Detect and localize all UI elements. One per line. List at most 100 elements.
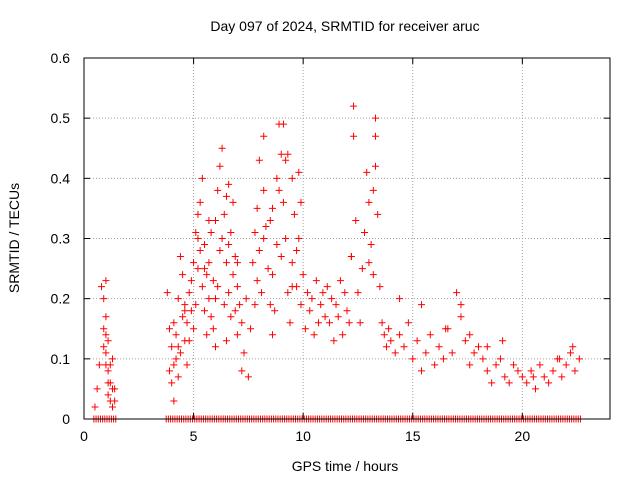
data-point	[549, 367, 557, 375]
data-point	[240, 349, 248, 357]
data-point	[187, 277, 195, 285]
data-point	[369, 186, 377, 194]
data-point	[422, 349, 430, 357]
data-point	[201, 307, 209, 315]
data-point	[266, 301, 274, 309]
data-point	[396, 331, 404, 339]
data-point	[356, 319, 364, 327]
data-point	[220, 301, 228, 309]
data-point	[439, 355, 447, 363]
chart-title: Day 097 of 2024, SRMTID for receiver aru…	[210, 18, 479, 34]
x-tick-label: 15	[405, 428, 421, 444]
data-point	[181, 307, 189, 315]
data-point	[163, 289, 171, 297]
data-point	[396, 295, 404, 303]
data-point	[339, 331, 347, 339]
data-point	[343, 307, 351, 315]
data-point	[179, 313, 187, 321]
data-point	[295, 235, 303, 242]
data-point	[315, 319, 323, 327]
data-point	[492, 361, 500, 369]
data-point	[222, 192, 230, 200]
data-point	[312, 277, 320, 285]
data-point	[209, 277, 217, 285]
y-tick-label: 0.6	[51, 50, 71, 66]
data-point	[198, 283, 206, 291]
data-point	[247, 325, 255, 333]
data-point	[271, 307, 279, 315]
data-point	[350, 102, 358, 110]
data-point	[253, 277, 261, 285]
data-point	[216, 162, 224, 170]
data-point	[308, 295, 316, 303]
data-point	[108, 403, 116, 411]
data-point	[510, 361, 518, 369]
data-point	[567, 349, 575, 357]
data-point	[284, 150, 292, 158]
data-point	[273, 174, 281, 182]
data-point	[488, 379, 496, 387]
data-point	[304, 289, 312, 297]
data-point	[435, 343, 443, 351]
y-tick-label: 0.3	[51, 231, 71, 247]
data-point	[273, 241, 281, 249]
data-point	[233, 259, 241, 267]
data-point	[255, 156, 263, 164]
data-point	[391, 349, 399, 357]
data-point	[231, 253, 239, 261]
data-point	[229, 271, 237, 279]
data-point	[286, 319, 294, 327]
data-point	[374, 210, 382, 218]
x-axis-label: GPS time / hours	[292, 458, 399, 474]
data-point	[275, 186, 283, 194]
data-point	[382, 343, 390, 351]
data-point	[466, 361, 474, 369]
data-point	[268, 331, 276, 339]
y-tick-label: 0.4	[51, 170, 71, 186]
data-point	[556, 355, 564, 363]
data-point	[483, 343, 491, 351]
data-point	[290, 210, 298, 218]
data-point	[350, 132, 358, 140]
data-point	[201, 241, 209, 249]
data-point	[571, 367, 579, 375]
data-point	[201, 265, 209, 273]
data-point	[220, 210, 228, 218]
data-point	[470, 349, 478, 357]
data-point	[385, 325, 393, 333]
data-point	[279, 120, 287, 128]
data-point	[569, 343, 577, 351]
data-point	[185, 337, 193, 345]
data-point	[170, 319, 178, 327]
data-point	[288, 174, 296, 182]
data-point	[174, 343, 182, 351]
data-point	[442, 325, 450, 333]
data-point	[288, 283, 296, 291]
data-point	[209, 325, 217, 333]
data-point	[531, 385, 539, 393]
y-axis-label: SRMTID / TECUs	[6, 183, 22, 293]
data-point	[527, 367, 535, 375]
data-point	[190, 259, 198, 267]
data-point	[295, 168, 303, 176]
data-point	[457, 313, 465, 321]
data-point	[369, 271, 377, 279]
data-point	[363, 168, 371, 176]
data-point	[332, 301, 340, 309]
data-point	[347, 253, 355, 261]
data-point	[212, 343, 219, 351]
data-points	[90, 102, 584, 423]
data-point	[306, 307, 314, 315]
data-point	[214, 283, 222, 291]
data-point	[229, 198, 237, 206]
data-point	[310, 331, 318, 339]
data-point	[358, 265, 366, 273]
data-point	[216, 247, 224, 255]
axis-ticks: 0 5 10 15 20 0 0.1 0.2 0.3 0.4 0.5 0.6	[51, 50, 610, 444]
data-point	[345, 319, 353, 327]
data-point	[288, 259, 296, 267]
data-point	[192, 228, 200, 236]
data-point	[183, 361, 191, 369]
data-point	[514, 367, 522, 375]
data-point	[496, 355, 504, 363]
